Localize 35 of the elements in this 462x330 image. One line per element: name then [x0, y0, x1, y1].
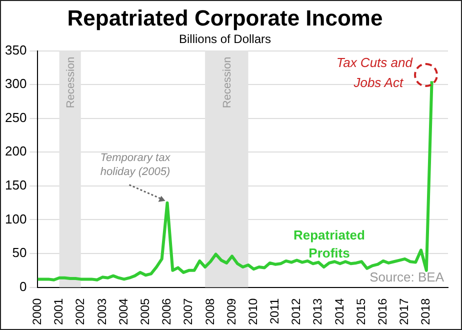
x-tick-label: 2000: [30, 298, 44, 326]
x-tick-label: 2015: [354, 298, 368, 326]
series-label: Repatriated Profits: [293, 227, 366, 260]
x-tick-label: 2017: [397, 298, 412, 326]
y-tick-label: 250: [4, 110, 27, 125]
x-tick-label: 2018: [418, 298, 433, 326]
chart-title: Repatriated Corporate Income: [67, 5, 383, 30]
y-tick-label: 200: [4, 144, 27, 159]
x-tick-label: 2013: [310, 298, 325, 326]
y-tick-label: 50: [12, 245, 27, 260]
annotation: Temporary tax holiday (2005): [100, 152, 171, 178]
x-tick-label: 2004: [116, 298, 130, 326]
x-tick-label: 2008: [202, 298, 217, 326]
x-tick-label: 2001: [52, 298, 66, 326]
band-label: Recession: [222, 56, 234, 108]
x-tick-label: 2006: [160, 298, 174, 326]
y-tick-label: 150: [4, 178, 27, 193]
x-tick-label: 2009: [224, 298, 238, 326]
x-tick-label: 2014: [332, 298, 346, 326]
y-tick-label: 350: [4, 42, 27, 58]
x-tick-label: 2012: [289, 298, 304, 326]
y-tick-label: 100: [4, 211, 27, 226]
y-tick-label: 0: [19, 278, 27, 294]
x-tick-label: 2016: [376, 298, 390, 326]
x-tick-label: 2007: [181, 298, 196, 326]
annotation: Source: BEA: [370, 269, 444, 284]
x-tick-label: 2003: [94, 298, 109, 326]
x-tick-label: 2011: [268, 298, 282, 324]
annotation: Tax Cuts and Jobs Act: [336, 55, 414, 90]
band-label: Recession: [65, 56, 78, 108]
chart-subtitle: Billions of Dollars: [178, 32, 272, 46]
x-tick-label: 2002: [73, 298, 88, 326]
x-tick-label: 2005: [138, 298, 152, 326]
x-tick-label: 2010: [246, 298, 260, 326]
y-tick-label: 300: [4, 76, 27, 92]
